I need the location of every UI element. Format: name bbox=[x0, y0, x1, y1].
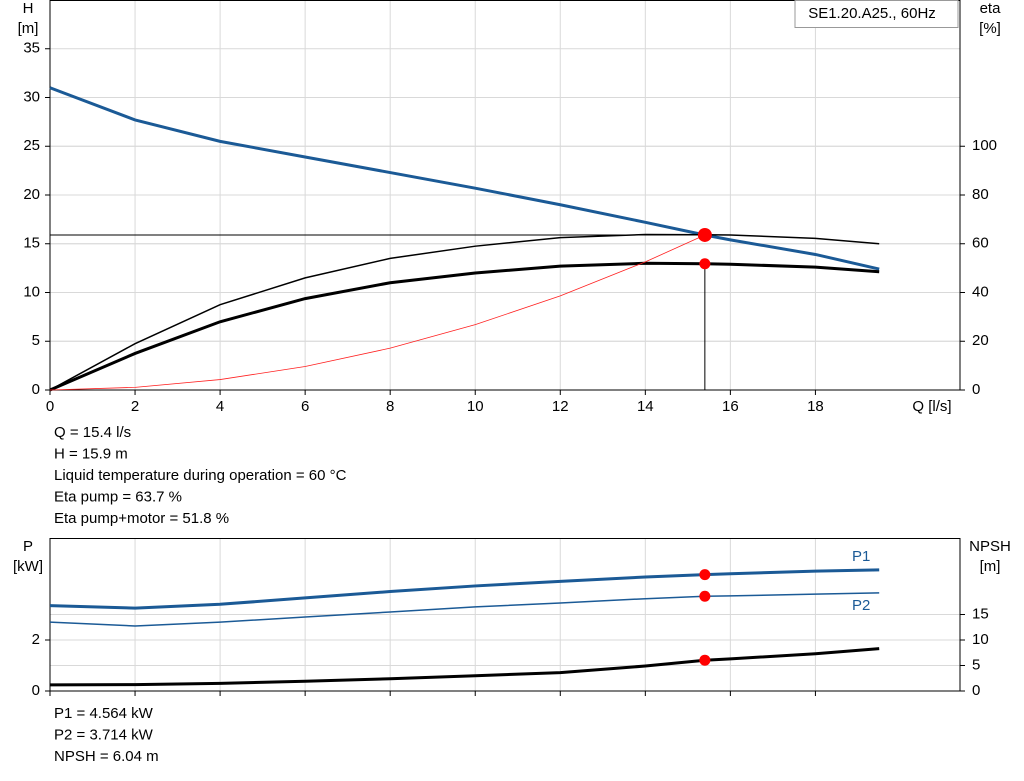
y-tick-label: 25 bbox=[23, 137, 40, 154]
y-tick-label: 0 bbox=[32, 682, 40, 699]
operating-note: Liquid temperature during operation = 60… bbox=[54, 467, 347, 484]
duty-point bbox=[697, 227, 712, 242]
series-line bbox=[49, 568, 880, 610]
duty-point bbox=[699, 258, 711, 270]
x-axis-label: Q [l/s] bbox=[912, 398, 951, 415]
duty-point bbox=[699, 569, 711, 581]
duty-point bbox=[699, 654, 711, 666]
y2-axis-label: eta bbox=[980, 0, 1002, 17]
series-label: P2 bbox=[852, 597, 870, 614]
y-tick-label: 10 bbox=[23, 283, 40, 300]
y-tick-label: 2 bbox=[32, 631, 40, 648]
series-line bbox=[49, 86, 880, 271]
y2-tick-label: 10 bbox=[972, 631, 989, 648]
y-tick-label: 30 bbox=[23, 88, 40, 105]
y2-axis-label: [m] bbox=[980, 558, 1001, 575]
chart-title: SE1.20.A25., 60Hz bbox=[808, 5, 936, 22]
y2-tick-label: 0 bbox=[972, 682, 980, 699]
x-tick-label: 16 bbox=[722, 398, 739, 415]
y-axis-label: [kW] bbox=[13, 558, 43, 575]
y2-tick-label: 80 bbox=[972, 186, 989, 203]
operating-note: Eta pump+motor = 51.8 % bbox=[54, 510, 229, 527]
operating-note: Eta pump = 63.7 % bbox=[54, 488, 182, 505]
duty-point bbox=[699, 590, 711, 602]
x-tick-label: 12 bbox=[552, 398, 569, 415]
y2-tick-label: 40 bbox=[972, 283, 989, 300]
operating-note: P1 = 4.564 kW bbox=[54, 705, 154, 722]
series-line bbox=[49, 592, 880, 627]
x-tick-label: 6 bbox=[301, 398, 309, 415]
series-line bbox=[49, 233, 880, 391]
x-tick-label: 2 bbox=[131, 398, 139, 415]
x-tick-label: 14 bbox=[637, 398, 654, 415]
y2-tick-label: 20 bbox=[972, 332, 989, 349]
operating-note: H = 15.9 m bbox=[54, 445, 128, 462]
x-tick-label: 18 bbox=[807, 398, 824, 415]
y-tick-label: 0 bbox=[32, 381, 40, 398]
operating-note: NPSH = 6.04 m bbox=[54, 748, 159, 765]
y2-axis-label: NPSH bbox=[969, 538, 1011, 555]
y-axis-label: H bbox=[23, 0, 34, 17]
x-tick-label: 4 bbox=[216, 398, 224, 415]
title-box bbox=[794, 0, 959, 28]
y2-tick-label: 5 bbox=[972, 656, 980, 673]
y2-tick-label: 15 bbox=[972, 605, 989, 622]
y2-tick-label: 60 bbox=[972, 235, 989, 252]
y-tick-label: 35 bbox=[23, 40, 40, 57]
x-tick-label: 10 bbox=[467, 398, 484, 415]
operating-note: P2 = 3.714 kW bbox=[54, 726, 154, 743]
operating-note: Q = 15.4 l/s bbox=[54, 424, 131, 441]
y2-tick-label: 100 bbox=[972, 137, 997, 154]
y-tick-label: 15 bbox=[23, 235, 40, 252]
series-label: P1 bbox=[852, 548, 870, 565]
y-axis-label: [m] bbox=[18, 20, 39, 37]
series-line bbox=[49, 261, 880, 392]
series-line bbox=[49, 234, 706, 391]
y2-tick-label: 0 bbox=[972, 381, 980, 398]
y2-axis-label: [%] bbox=[979, 20, 1001, 37]
y-axis-label: P bbox=[23, 538, 33, 555]
y-tick-label: 5 bbox=[32, 332, 40, 349]
x-tick-label: 0 bbox=[46, 398, 54, 415]
y-tick-label: 20 bbox=[23, 186, 40, 203]
series-line bbox=[49, 647, 880, 687]
x-tick-label: 8 bbox=[386, 398, 394, 415]
